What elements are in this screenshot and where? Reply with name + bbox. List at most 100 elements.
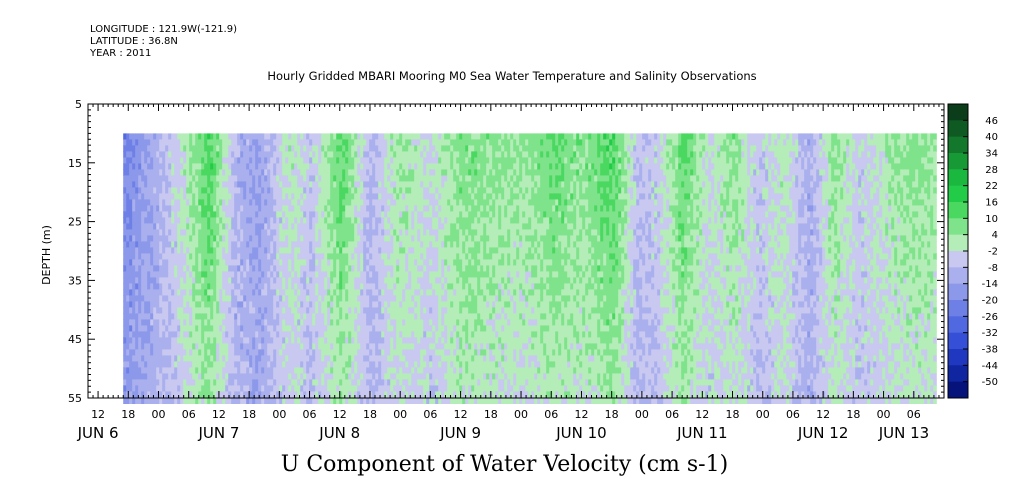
heatmap-cell xyxy=(381,367,385,374)
heatmap-cell xyxy=(264,205,268,212)
heatmap-cell xyxy=(252,379,256,386)
heatmap-cell xyxy=(453,265,457,272)
heatmap-cell xyxy=(171,373,175,380)
heatmap-cell xyxy=(414,223,418,230)
heatmap-cell xyxy=(336,289,340,296)
heatmap-cell xyxy=(405,145,409,152)
heatmap-cell xyxy=(192,247,196,254)
heatmap-cell xyxy=(393,343,397,350)
heatmap-cell xyxy=(156,367,160,374)
heatmap-cell xyxy=(144,343,148,350)
heatmap-cell xyxy=(360,205,364,212)
heatmap-cell xyxy=(429,253,433,260)
heatmap-cell xyxy=(417,361,421,368)
heatmap-cell xyxy=(171,205,175,212)
heatmap-cell xyxy=(183,379,187,386)
heatmap-cell xyxy=(318,259,322,266)
heatmap-cell xyxy=(309,391,313,398)
heatmap-cell xyxy=(198,277,202,284)
heatmap-cell xyxy=(267,157,271,164)
heatmap-cell xyxy=(150,283,154,290)
heatmap-cell xyxy=(285,259,289,266)
heatmap-cell xyxy=(399,133,403,140)
heatmap-cell xyxy=(357,157,361,164)
heatmap-cell xyxy=(156,223,160,230)
heatmap-cell xyxy=(273,205,277,212)
heatmap-cell xyxy=(303,373,307,380)
heatmap-cell xyxy=(372,145,376,152)
heatmap-cell xyxy=(297,265,301,272)
heatmap-cell xyxy=(396,331,400,338)
heatmap-cell xyxy=(192,175,196,182)
heatmap-cell xyxy=(135,205,139,212)
heatmap-cell xyxy=(210,175,214,182)
heatmap-cell xyxy=(375,211,379,218)
heatmap-cell xyxy=(423,301,427,308)
heatmap-cell xyxy=(222,265,226,272)
heatmap-cell xyxy=(372,289,376,296)
heatmap-cell xyxy=(261,217,265,224)
heatmap-cell xyxy=(384,307,388,314)
heatmap-cell xyxy=(405,175,409,182)
heatmap-cell xyxy=(138,181,142,188)
heatmap-cell xyxy=(234,163,238,170)
heatmap-cell xyxy=(309,397,313,404)
heatmap-cell xyxy=(165,145,169,152)
heatmap-cell xyxy=(159,175,163,182)
heatmap-cell xyxy=(273,217,277,224)
heatmap-cell xyxy=(144,187,148,194)
heatmap-cell xyxy=(258,301,262,308)
heatmap-cell xyxy=(273,355,277,362)
heatmap-cell xyxy=(294,343,298,350)
heatmap-cell xyxy=(315,151,319,158)
heatmap-cell xyxy=(321,235,325,242)
heatmap-cell xyxy=(384,373,388,380)
heatmap-cell xyxy=(330,163,334,170)
heatmap-cell xyxy=(342,367,346,374)
heatmap-cell xyxy=(315,217,319,224)
heatmap-cell xyxy=(405,205,409,212)
heatmap-cell xyxy=(213,337,217,344)
heatmap-cell xyxy=(393,133,397,140)
heatmap-cell xyxy=(291,373,295,380)
heatmap-cell xyxy=(255,133,259,140)
heatmap-cell xyxy=(147,307,151,314)
heatmap-cell xyxy=(354,241,358,248)
heatmap-cell xyxy=(426,253,430,260)
heatmap-cell xyxy=(318,265,322,272)
heatmap-cell xyxy=(330,337,334,344)
heatmap-cell xyxy=(363,367,367,374)
heatmap-cell xyxy=(159,307,163,314)
heatmap-cell xyxy=(324,313,328,320)
heatmap-cell xyxy=(162,169,166,176)
heatmap-cell xyxy=(399,169,403,176)
heatmap-cell xyxy=(324,349,328,356)
heatmap-cell xyxy=(267,139,271,146)
heatmap-cell xyxy=(381,181,385,188)
heatmap-cell xyxy=(360,373,364,380)
heatmap-cell xyxy=(303,199,307,206)
heatmap-cell xyxy=(231,379,235,386)
heatmap-cell xyxy=(414,205,418,212)
heatmap-cell xyxy=(270,181,274,188)
heatmap-cell xyxy=(162,331,166,338)
heatmap-cell xyxy=(441,247,445,254)
heatmap-cell xyxy=(378,349,382,356)
heatmap-cell xyxy=(231,163,235,170)
heatmap-cell xyxy=(336,319,340,326)
heatmap-cell xyxy=(411,367,415,374)
heatmap-cell xyxy=(204,139,208,146)
latitude-label: LATITUDE : 36.8N xyxy=(90,36,178,47)
heatmap-cell xyxy=(219,343,223,350)
heatmap-cell xyxy=(267,247,271,254)
heatmap-cell xyxy=(144,307,148,314)
heatmap-cell xyxy=(270,217,274,224)
heatmap-cell xyxy=(132,187,136,194)
heatmap-cell xyxy=(183,223,187,230)
heatmap-cell xyxy=(324,397,328,404)
heatmap-cell xyxy=(171,397,175,404)
heatmap-cell xyxy=(195,349,199,356)
heatmap-cell xyxy=(420,169,424,176)
heatmap-cell xyxy=(168,223,172,230)
heatmap-cell xyxy=(432,205,436,212)
